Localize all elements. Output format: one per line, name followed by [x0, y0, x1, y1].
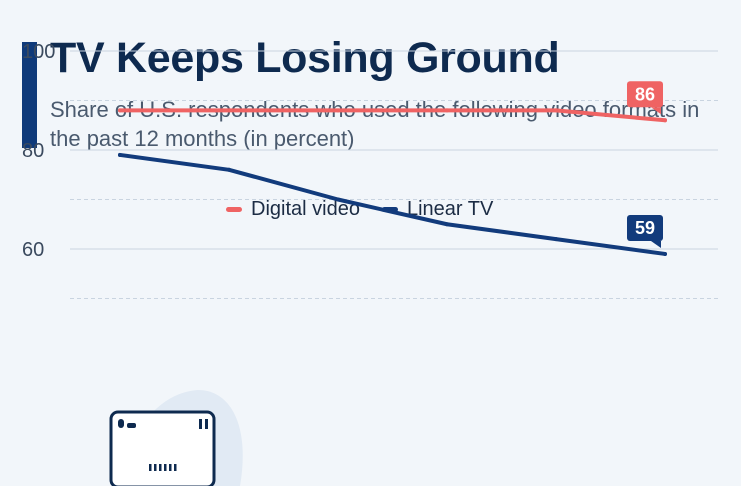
y-tick-label-60: 60 — [22, 239, 44, 261]
series-line-linear-tv — [118, 152, 667, 256]
legend-label-digital-video: Digital video — [251, 198, 360, 220]
data-point-linear-tv-3 — [445, 222, 449, 227]
legend-swatch-digital-video — [226, 207, 242, 212]
data-point-digital-video-4 — [554, 108, 558, 113]
end-label-linear-tv: 59 — [627, 214, 663, 248]
data-point-digital-video-3 — [445, 108, 449, 113]
data-point-linear-tv-4 — [554, 237, 558, 242]
data-point-linear-tv-5 — [663, 251, 667, 256]
end-label-digital-video: 86 — [627, 81, 663, 115]
tv-icon — [109, 390, 243, 486]
data-point-digital-video-5 — [663, 118, 667, 123]
data-point-digital-video-1 — [227, 108, 231, 113]
title-accent-bar — [22, 42, 37, 148]
data-point-digital-video-0 — [118, 108, 122, 113]
data-point-linear-tv-0 — [118, 152, 122, 157]
y-tick-label-80: 80 — [22, 140, 44, 162]
end-label-text-linear-tv: 59 — [635, 218, 655, 238]
y-tick-label-100: 100 — [22, 41, 55, 63]
chart-title: TV Keeps Losing Ground — [50, 34, 560, 82]
data-point-linear-tv-2 — [336, 197, 340, 202]
end-label-text-digital-video: 86 — [635, 84, 655, 104]
data-point-digital-video-2 — [336, 108, 340, 113]
legend-item-digital-video: Digital video — [226, 198, 360, 221]
series-line-digital-video — [118, 108, 667, 123]
legend-label-linear-tv: Linear TV — [406, 198, 494, 220]
data-point-linear-tv-1 — [227, 167, 231, 172]
